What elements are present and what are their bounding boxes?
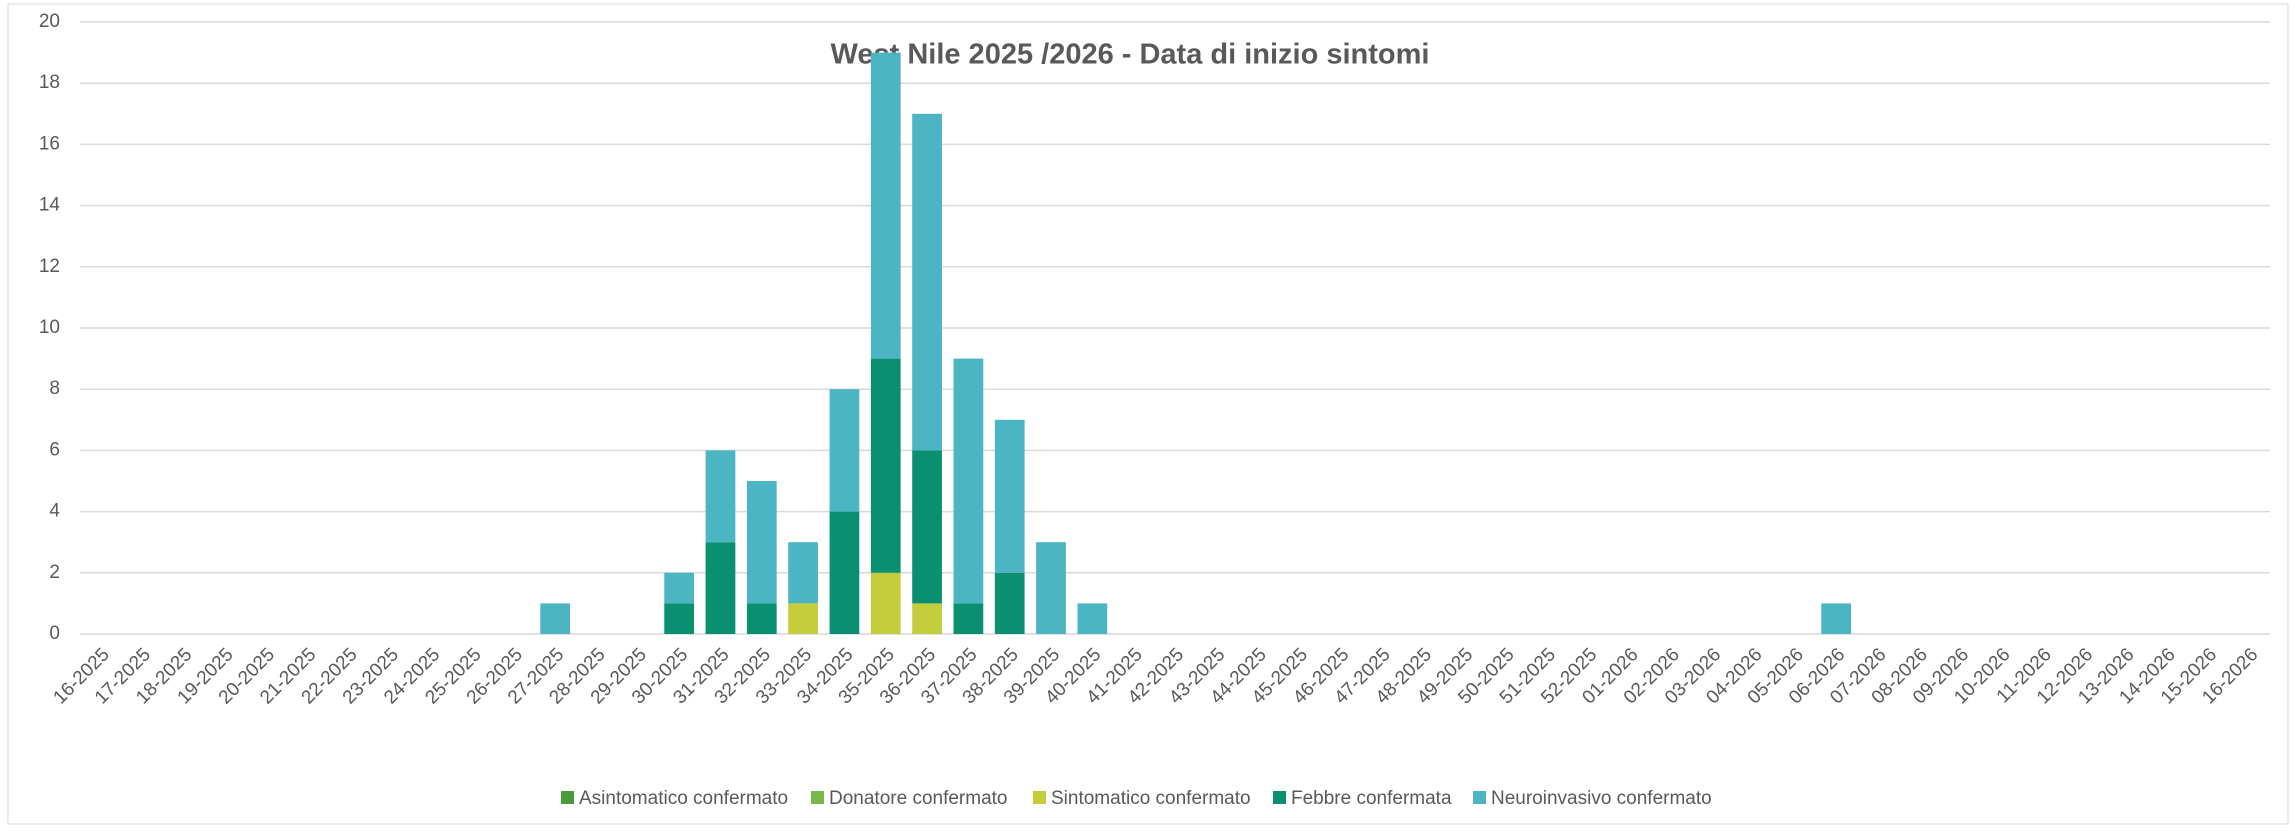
legend-label: Sintomatico confermato	[1051, 788, 1251, 809]
bar-segment	[870, 52, 901, 359]
chart-title: West Nile 2025 /2026 - Data di inizio si…	[831, 39, 1430, 71]
bar-segment	[705, 542, 736, 634]
bar-segment	[912, 113, 942, 451]
bar-segment	[705, 450, 736, 543]
bar-segment	[664, 572, 695, 604]
bar-segment	[953, 603, 984, 634]
legend-label: Asintomatico confermato	[579, 788, 788, 809]
bar-segment	[788, 542, 818, 604]
legend-label: Donatore confermato	[829, 788, 1008, 809]
bar-segment	[664, 603, 695, 634]
y-tick-label: 16	[39, 133, 60, 154]
y-tick-label: 12	[39, 256, 60, 277]
bar-segment	[912, 450, 942, 604]
y-tick-label: 0	[49, 623, 60, 644]
legend-swatch	[561, 791, 574, 804]
bar-segment	[829, 511, 860, 634]
legend-label: Febbre confermata	[1291, 788, 1452, 809]
bar-segment	[746, 603, 777, 634]
bar-segment	[746, 481, 777, 604]
y-tick-label: 10	[39, 317, 60, 338]
bar-segment	[994, 572, 1025, 634]
legend-swatch	[1033, 791, 1046, 804]
bar-segment	[912, 603, 942, 634]
y-tick-label: 6	[49, 439, 60, 460]
y-tick-label: 20	[39, 11, 60, 32]
bar-segment	[994, 419, 1025, 573]
bar-segment	[1036, 542, 1066, 634]
bar-segment	[870, 358, 901, 573]
bar-segment	[788, 603, 818, 634]
legend-swatch	[1473, 791, 1486, 804]
bar-segment	[1821, 603, 1852, 634]
chart-border	[7, 3, 2289, 825]
bar-segment	[870, 572, 901, 634]
y-tick-label: 4	[49, 501, 60, 522]
y-tick-label: 18	[39, 72, 60, 93]
legend-label: Neuroinvasivo confermato	[1491, 788, 1712, 809]
bar-segment	[540, 603, 571, 634]
y-tick-label: 14	[39, 195, 61, 216]
y-tick-label: 2	[49, 562, 60, 583]
bar-segment	[829, 389, 860, 512]
legend-swatch	[811, 791, 824, 804]
bar-segment	[1077, 603, 1108, 634]
y-tick-label: 8	[49, 378, 60, 399]
bar-segment	[953, 358, 984, 604]
legend-swatch	[1273, 791, 1286, 804]
